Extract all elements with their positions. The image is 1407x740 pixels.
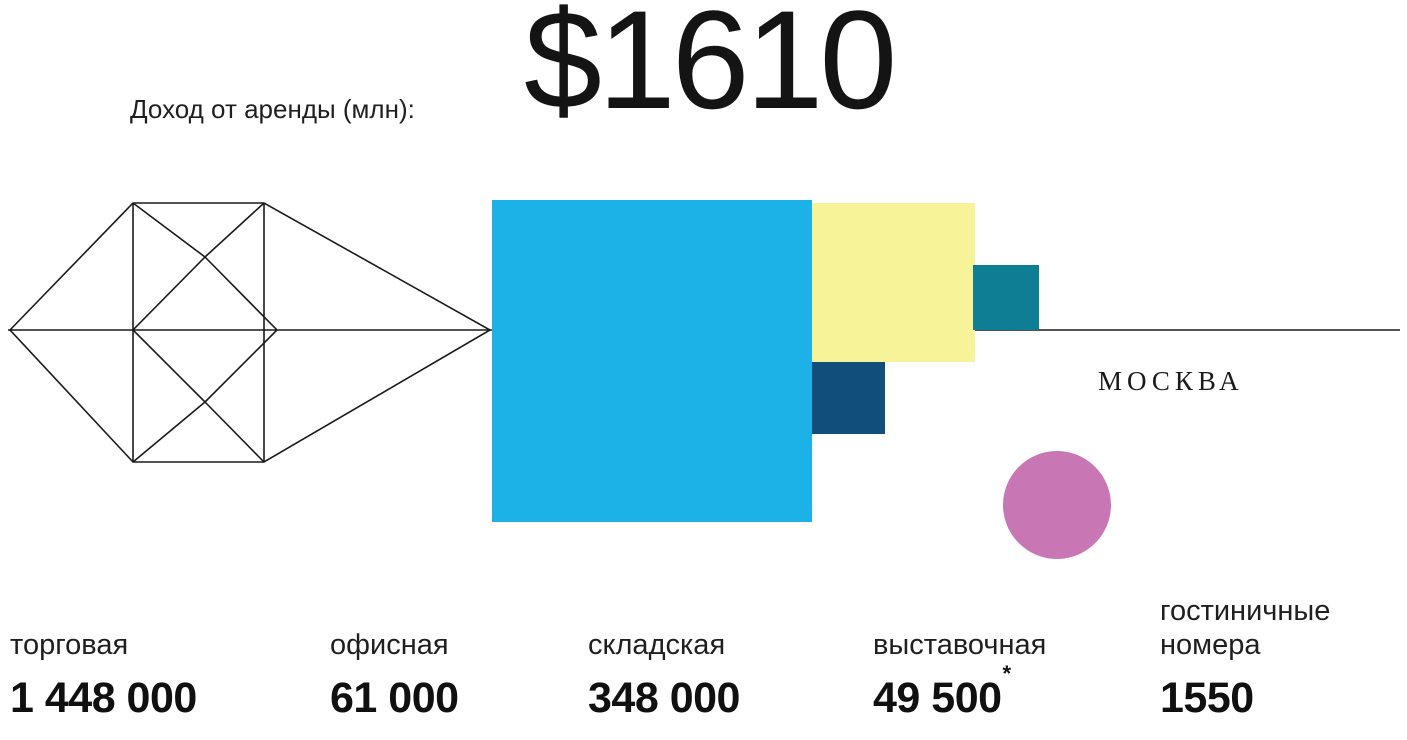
gem-facet-top-left: [132, 202, 206, 258]
square-exhibition: [973, 265, 1039, 330]
stat-retail: торговая 1 448 000: [10, 594, 260, 723]
stat-value-warehouse: 348 000: [588, 674, 740, 722]
hotel-rooms-circle: [1003, 451, 1111, 559]
stat-value-exhibition-number: 49 500: [873, 674, 1002, 722]
gem-facet-bottom-left: [132, 401, 206, 463]
stat-value-office: 61 000: [330, 674, 459, 722]
square-office: [812, 362, 885, 434]
gem-facet-top-right: [204, 202, 265, 258]
gem-outline: [8, 202, 492, 463]
stat-value-retail: 1 448 000: [10, 674, 197, 722]
stat-office: офисная 61 000: [330, 594, 580, 723]
stat-label-warehouse: складская: [588, 628, 726, 661]
stat-value-exhibition: 49 500*: [873, 661, 1123, 723]
gem-facet-bottom-right: [204, 401, 265, 463]
stat-warehouse: складская 348 000: [588, 594, 838, 723]
rental-income-value: $1610: [524, 0, 897, 138]
stat-exhibition: выставочная 49 500*: [873, 594, 1123, 723]
stat-label-retail: торговая: [10, 628, 129, 661]
rental-income-label: Доход от аренды (млн):: [130, 94, 415, 124]
square-warehouse: [812, 203, 975, 362]
stat-label-office: офисная: [330, 628, 449, 661]
stat-label-hotel: гостиничные номера: [1160, 595, 1331, 661]
stat-value-hotel: 1550: [1160, 674, 1254, 722]
stat-label-exhibition: выставочная: [873, 628, 1047, 661]
square-retail: [492, 200, 812, 522]
stat-hotel: гостиничные номера 1550: [1160, 594, 1370, 723]
footnote-asterisk: *: [1002, 660, 1012, 686]
moscow-label: МОСКВА: [1098, 366, 1244, 396]
